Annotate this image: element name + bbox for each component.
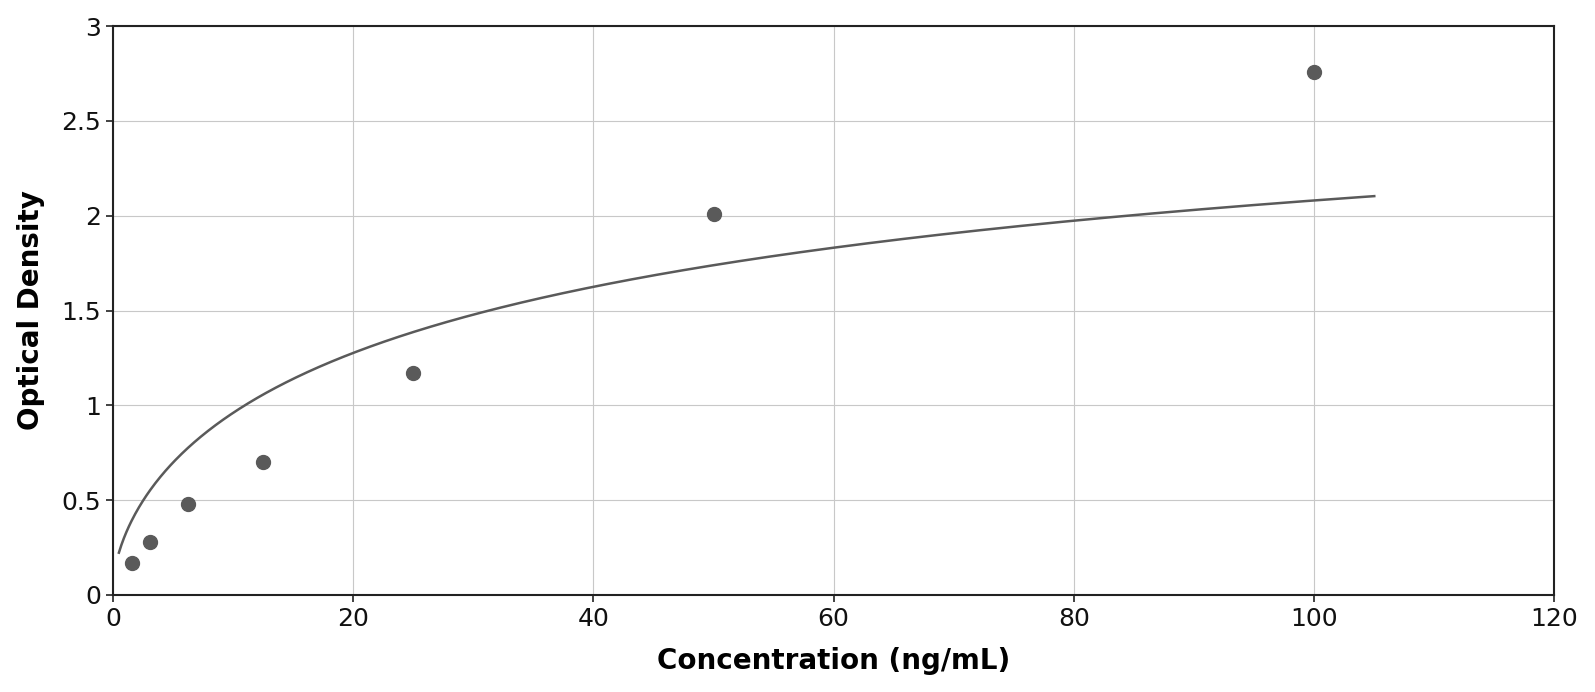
- Point: [400, 367, 426, 379]
- Point: [700, 208, 726, 219]
- Point: [175, 498, 201, 509]
- Point: [1302, 66, 1327, 78]
- Point: [120, 557, 145, 568]
- X-axis label: Concentration (ng/mL): Concentration (ng/mL): [657, 647, 1010, 675]
- Point: [250, 457, 276, 468]
- Point: [137, 536, 163, 547]
- Y-axis label: Optical Density: Optical Density: [16, 190, 45, 430]
